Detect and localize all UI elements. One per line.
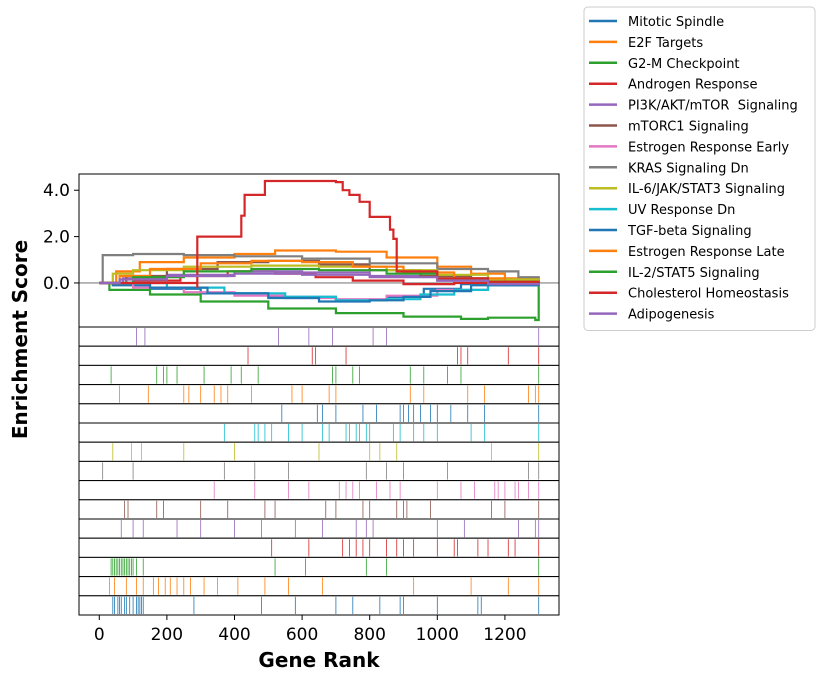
es-curve-3 — [99, 281, 540, 322]
legend-entry-7: Estrogen Response Early — [589, 140, 789, 155]
legend-label: G2-M Checkpoint — [628, 57, 740, 72]
hit-panel-frame — [78, 326, 560, 347]
hit-panel-3 — [78, 556, 560, 578]
legend-entry-14: Cholesterol Homeostasis — [589, 287, 789, 302]
y-tick-label: 0.0 — [43, 274, 70, 294]
hit-panel-frame — [78, 364, 560, 386]
legend-entry-3: G2-M Checkpoint — [589, 57, 740, 72]
hit-panel-frame — [78, 460, 560, 482]
enrichment-score-plot — [78, 173, 560, 328]
x-tick-label: 400 — [218, 625, 250, 645]
hit-panel-frame — [78, 345, 560, 366]
legend-label: Estrogen Response Late — [628, 245, 785, 260]
x-tick-label: 1000 — [416, 625, 459, 645]
x-tick-label: 800 — [353, 625, 385, 645]
legend-label: TGF-beta Signaling — [627, 224, 752, 239]
hit-panel-9 — [78, 441, 560, 462]
legend-label: Cholesterol Homeostasis — [628, 287, 789, 302]
legend-entry-8: KRAS Signaling Dn — [589, 161, 749, 176]
hit-panel-15 — [78, 326, 560, 347]
hit-panel-frame — [78, 384, 560, 405]
legend-label: E2F Targets — [628, 36, 703, 51]
hit-panel-1 — [78, 595, 560, 616]
hit-panel-13 — [78, 364, 560, 386]
hit-panel-frame — [78, 595, 560, 616]
hit-panel-frame — [78, 499, 560, 520]
legend-entry-2: E2F Targets — [589, 36, 703, 51]
legend-entry-11: TGF-beta Signaling — [589, 224, 752, 239]
legend-entry-15: Adipogenesis — [589, 308, 715, 323]
es-curve-14 — [99, 179, 540, 288]
es-curve-15 — [99, 272, 540, 286]
hit-panel-6 — [78, 499, 560, 520]
hit-panel-8 — [78, 460, 560, 482]
legend-frame — [583, 6, 816, 331]
legend-entry-4: Androgen Response — [589, 78, 757, 93]
legend-entry-9: IL-6/JAK/STAT3 Signaling — [589, 182, 785, 197]
legend-label: Androgen Response — [628, 78, 757, 93]
hit-panel-10 — [78, 422, 560, 443]
legend-entry-12: Estrogen Response Late — [589, 245, 785, 260]
hit-panel-frame — [78, 537, 560, 558]
hit-panel-frame — [78, 403, 560, 424]
hit-panel-frame — [78, 422, 560, 443]
x-axis-label: Gene Rank — [258, 648, 380, 672]
hit-panel-4 — [78, 537, 560, 558]
gene-hit-panels — [78, 326, 560, 616]
legend-entry-6: mTORC1 Signaling — [589, 120, 749, 135]
x-tick-label: 0 — [94, 625, 105, 645]
x-tick-label: 600 — [286, 625, 318, 645]
legend-label: Estrogen Response Early — [628, 140, 789, 155]
y-tick-label: 2.0 — [43, 228, 70, 248]
legend: Mitotic Spindle E2F Targets G2-M Checkpoin… — [583, 6, 816, 331]
axes: 0.0 2.0 4.0 0 200 400 600 800 1000 1200 Gene Rank E… — [8, 181, 527, 672]
legend-entry-10: UV Response Dn — [589, 203, 735, 218]
x-tick-label: 200 — [151, 625, 183, 645]
legend-entry-1: Mitotic Spindle — [589, 15, 724, 30]
hit-panel-7 — [78, 480, 560, 501]
legend-label: UV Response Dn — [628, 203, 735, 218]
hit-panel-14 — [78, 345, 560, 366]
legend-label: mTORC1 Signaling — [628, 120, 749, 135]
legend-label: IL-6/JAK/STAT3 Signaling — [628, 182, 785, 197]
y-tick-label: 4.0 — [43, 181, 70, 201]
es-curve-11 — [99, 281, 540, 303]
legend-label: PI3K/AKT/mTOR Signaling — [628, 99, 798, 114]
es-curve-9 — [99, 264, 540, 285]
hit-panel-5 — [78, 518, 560, 539]
legend-label: IL-2/STAT5 Signaling — [628, 266, 760, 281]
y-axis-label: Enrichment Score — [8, 240, 32, 439]
es-curves — [99, 179, 540, 322]
hit-panel-frame — [78, 480, 560, 501]
hit-panel-11 — [78, 403, 560, 424]
legend-label: Adipogenesis — [628, 308, 715, 323]
legend-entry-5: PI3K/AKT/mTOR Signaling — [589, 99, 798, 114]
legend-label: KRAS Signaling Dn — [628, 161, 749, 176]
hit-panel-2 — [78, 576, 560, 597]
hit-panel-frame — [78, 576, 560, 597]
legend-label: Mitotic Spindle — [628, 15, 724, 30]
hit-panel-12 — [78, 384, 560, 405]
hit-panel-frame — [78, 556, 560, 578]
hit-panel-frame — [78, 518, 560, 539]
legend-entry-13: IL-2/STAT5 Signaling — [589, 266, 760, 281]
es-curve-8 — [99, 252, 540, 285]
x-tick-label: 1200 — [483, 625, 526, 645]
